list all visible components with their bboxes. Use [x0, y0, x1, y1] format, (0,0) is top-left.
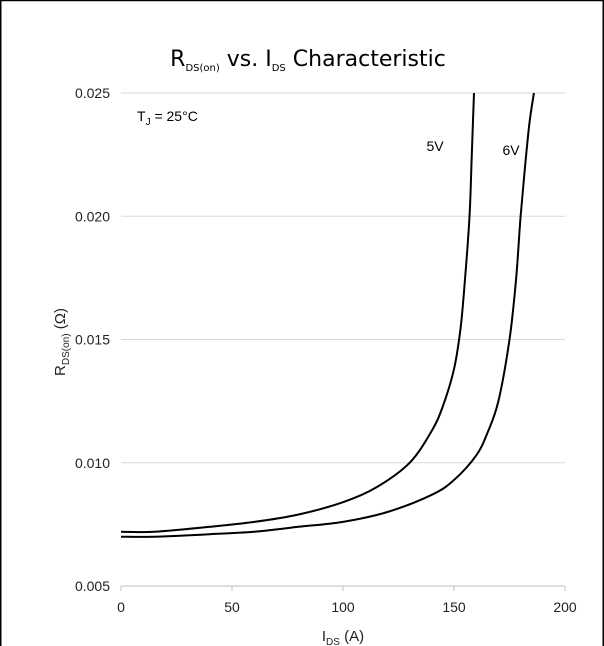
series-line-5v	[120, 92, 475, 534]
x-axis-label: IDS (A)	[322, 628, 364, 646]
y-tick-label: 0.005	[75, 578, 110, 594]
x-tick-label: 200	[553, 599, 577, 615]
x-tick-label: 50	[224, 599, 240, 615]
y-axis-label: RDS(on) (Ω)	[52, 308, 72, 376]
y-tick-label: 0.010	[75, 455, 110, 471]
series-label-5v: 5V	[426, 138, 444, 154]
axes	[120, 585, 566, 591]
tick-labels: 0.005 0.010 0.015 0.020 0.025 0 50 100 150 200	[75, 85, 577, 615]
x-tick-label: 100	[331, 599, 355, 615]
x-tick-label: 150	[442, 599, 466, 615]
series-label-6v: 6V	[502, 142, 520, 158]
temperature-annotation: TJ = 25°C	[137, 108, 198, 128]
y-tick-label: 0.020	[75, 208, 110, 224]
x-tick-label: 0	[117, 599, 125, 615]
series-lines	[120, 92, 535, 538]
y-tick-label: 0.015	[75, 332, 110, 348]
y-tick-label: 0.025	[75, 85, 110, 101]
gridlines	[121, 92, 565, 464]
series-line-6v	[120, 92, 535, 538]
chart-title: RDS(on) vs. IDS Characteristic	[170, 47, 446, 74]
